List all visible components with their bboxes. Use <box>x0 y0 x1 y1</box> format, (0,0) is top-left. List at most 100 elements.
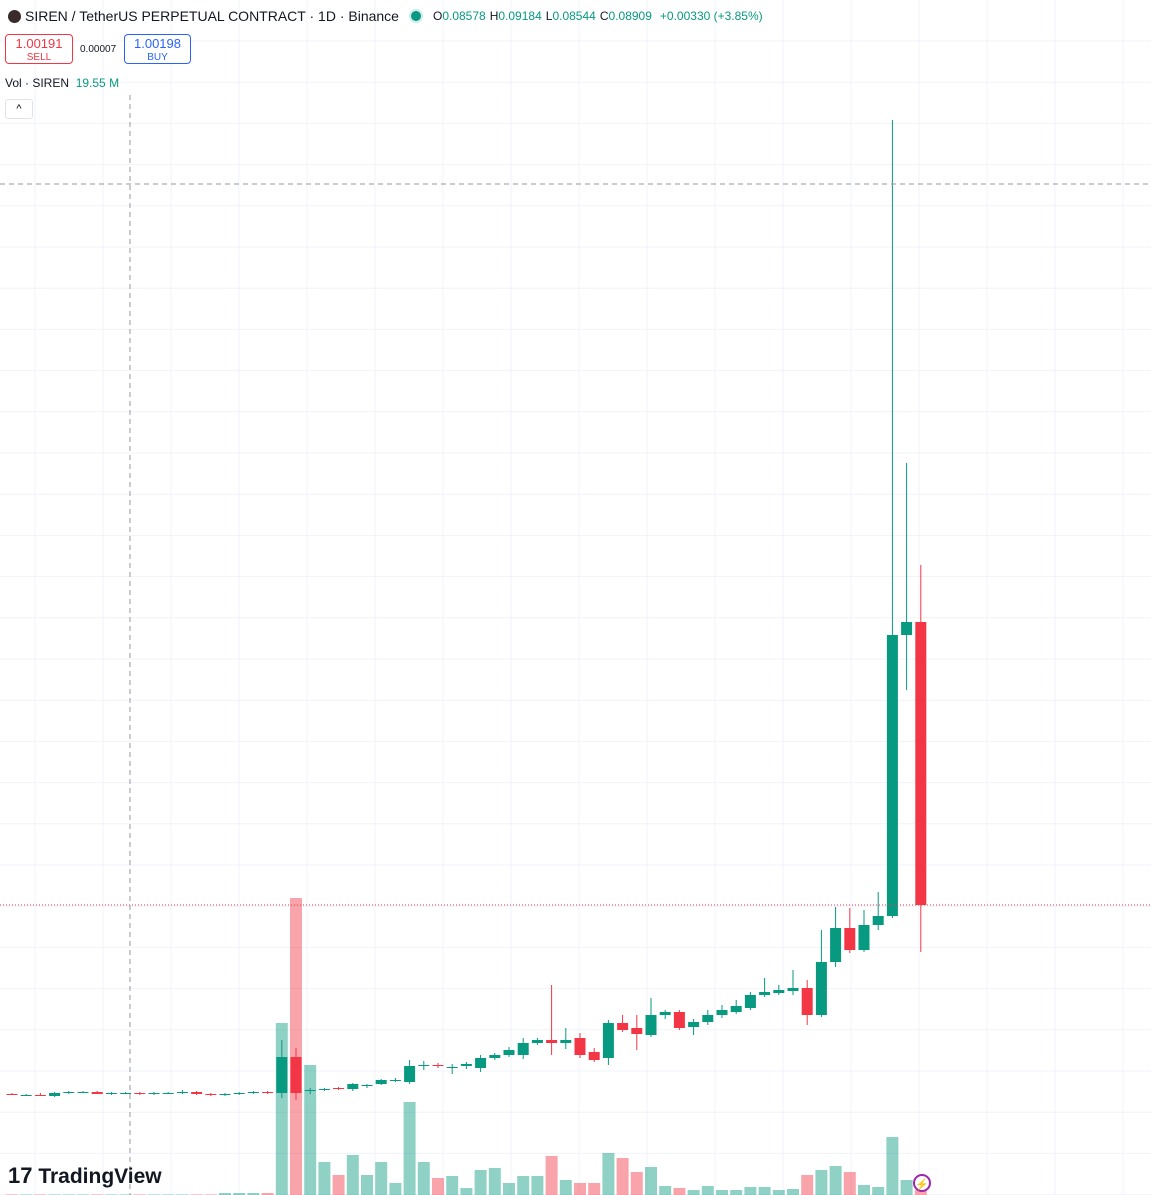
candle-body <box>546 1040 558 1043</box>
candle-body <box>787 988 799 991</box>
ohlc: O0.08578 H0.09184 L0.08544 C0.08909 <box>433 9 656 23</box>
volume-bar <box>219 1193 231 1195</box>
candle-body <box>716 1010 728 1015</box>
candle-body <box>148 1093 160 1094</box>
candle-body <box>91 1092 103 1094</box>
symbol-title[interactable]: SIREN / TetherUS PERPETUAL CONTRACT · 1D… <box>25 8 399 24</box>
candle-body <box>418 1065 430 1066</box>
volume-bar <box>801 1175 814 1195</box>
candle-body <box>20 1095 32 1096</box>
volume-bar <box>446 1176 459 1195</box>
candle-body <box>219 1094 231 1095</box>
volume-legend: Vol · SIREN 19.55 M <box>5 76 119 90</box>
candle-body <box>617 1023 629 1030</box>
candle-body <box>830 928 842 962</box>
candle-body <box>233 1093 245 1094</box>
candle-body <box>176 1092 188 1093</box>
volume-bar <box>503 1183 515 1195</box>
candle-body <box>872 916 884 925</box>
volume-bar <box>332 1175 345 1195</box>
candle-body <box>730 1006 742 1012</box>
candle-body <box>276 1057 288 1093</box>
spread: 0.00007 <box>80 44 117 55</box>
volume-bar <box>886 1137 899 1195</box>
buy-label: BUY <box>147 52 168 63</box>
candle-body <box>844 928 856 950</box>
volume-bar <box>389 1183 402 1195</box>
candle-body <box>645 1015 657 1035</box>
volume-bar <box>290 898 302 1195</box>
candle-body <box>333 1088 345 1089</box>
volume-bar <box>233 1193 246 1195</box>
volume-bar <box>843 1172 856 1195</box>
candle-body <box>162 1093 174 1094</box>
candle-body <box>63 1092 75 1093</box>
volume-bar <box>829 1166 842 1195</box>
volume-bar <box>432 1178 444 1195</box>
candle-body <box>375 1080 387 1084</box>
candle-body <box>318 1089 330 1090</box>
brand-text: TradingView <box>38 1165 162 1188</box>
candle-body <box>262 1092 274 1093</box>
buy-button[interactable]: 1.00198 BUY <box>124 34 191 64</box>
candle-body <box>602 1023 614 1058</box>
candle-body <box>304 1090 316 1091</box>
volume-bar <box>588 1183 601 1195</box>
candle-body <box>475 1058 487 1068</box>
volume-bar <box>659 1186 672 1195</box>
candle-body <box>6 1094 18 1095</box>
volume-bar <box>744 1187 757 1195</box>
candle-body <box>489 1055 501 1058</box>
candle-body <box>901 622 913 635</box>
volume-bar <box>559 1180 572 1195</box>
volume-bar <box>346 1155 359 1195</box>
candle-body <box>432 1065 444 1066</box>
candle-body <box>34 1095 46 1096</box>
volume-bar <box>417 1162 430 1195</box>
ohlc-value: 0.08544 <box>552 9 596 23</box>
candle-body <box>744 995 756 1008</box>
candle-body <box>915 622 927 905</box>
candle-body <box>886 635 898 916</box>
volume-bar <box>474 1170 487 1195</box>
symbol-icon <box>8 9 21 23</box>
volume-bar <box>630 1172 643 1195</box>
volume-bar <box>574 1183 586 1195</box>
candle-body <box>503 1050 515 1055</box>
candle-body <box>688 1022 700 1027</box>
candle-body <box>446 1067 458 1068</box>
ohlc-label: H <box>489 9 499 23</box>
volume-bar <box>531 1176 544 1195</box>
ohlc-label: L <box>545 9 553 23</box>
candle-body <box>347 1084 359 1089</box>
volume-bar <box>787 1189 799 1195</box>
volume-bar <box>858 1185 870 1195</box>
ohlc-value: 0.09184 <box>498 9 542 23</box>
candle-body <box>134 1093 146 1094</box>
buy-price: 1.00198 <box>134 36 181 51</box>
volume-bar <box>602 1153 615 1195</box>
volume-bar <box>772 1190 785 1195</box>
volume-bar <box>716 1190 728 1195</box>
volume-bar <box>645 1167 657 1195</box>
candle-body <box>531 1040 543 1043</box>
ohlc-value: 0.08578 <box>442 9 486 23</box>
candle-body <box>361 1085 373 1086</box>
volume-bar <box>815 1170 828 1195</box>
sell-label: SELL <box>26 52 52 63</box>
volume-bar <box>872 1187 885 1195</box>
candle-body <box>389 1080 401 1081</box>
candle-body <box>191 1092 203 1094</box>
candle-body <box>588 1052 600 1060</box>
candle-body <box>702 1015 714 1022</box>
lightning-button[interactable]: ⚡ <box>913 1174 931 1192</box>
sell-button[interactable]: 1.00191 SELL <box>5 34 73 64</box>
candle-body <box>815 962 827 1015</box>
candle-body <box>560 1040 572 1043</box>
volume-bar <box>488 1168 501 1195</box>
candle-body <box>120 1093 132 1094</box>
candle-body <box>247 1092 259 1093</box>
collapse-button[interactable]: ^ <box>5 99 33 119</box>
header: SIREN / TetherUS PERPETUAL CONTRACT · 1D… <box>8 8 763 24</box>
